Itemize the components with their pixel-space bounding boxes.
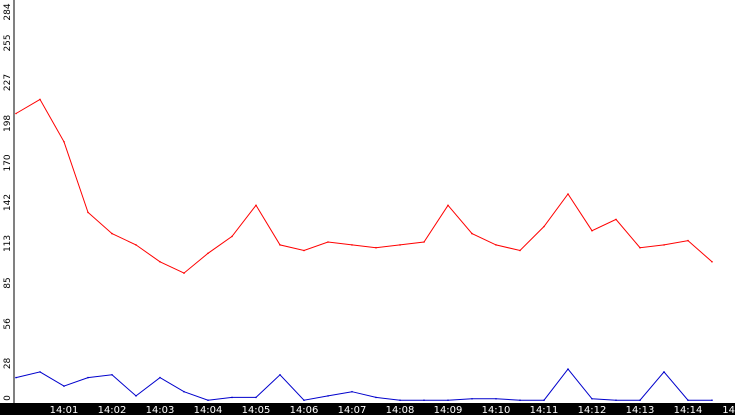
series-2-point xyxy=(183,390,185,393)
series-1-point xyxy=(591,229,593,232)
x-tick-label: 14:03 xyxy=(146,405,175,415)
series-1-point xyxy=(207,252,209,255)
x-tick-label: 14:14 xyxy=(674,405,703,415)
y-tick-label: 113 xyxy=(3,235,13,252)
x-tick-label: 14:02 xyxy=(98,405,127,415)
series-1-point xyxy=(111,232,113,235)
series-2-point xyxy=(543,399,545,402)
x-tick-label: 14:09 xyxy=(434,405,463,415)
series-1-point xyxy=(639,246,641,249)
series-2-point xyxy=(591,398,593,400)
series-2-point xyxy=(687,399,689,402)
series-1-point xyxy=(231,235,233,238)
y-tick-label: 85 xyxy=(3,277,13,288)
series-2-point xyxy=(351,390,353,393)
series-2-point xyxy=(87,376,89,379)
series-2-point xyxy=(135,395,137,397)
series-2-point xyxy=(207,399,209,402)
series-2-point xyxy=(615,399,617,402)
series-2-point xyxy=(303,399,305,402)
series-1-point xyxy=(327,241,329,243)
series-2-point xyxy=(567,368,569,370)
series-line-2 xyxy=(15,368,712,401)
x-tick-label: 14:04 xyxy=(194,405,223,415)
series-1-point xyxy=(495,244,497,246)
series-2-point xyxy=(279,374,281,376)
series-2-point xyxy=(447,399,449,402)
x-tick-label: 14:10 xyxy=(482,405,511,415)
x-tick-label: 14:12 xyxy=(578,405,607,415)
series-2-point xyxy=(711,399,713,402)
series-2-point xyxy=(15,376,17,379)
series-1-point xyxy=(15,112,17,115)
y-tick-label: 198 xyxy=(3,115,13,132)
x-tick-label: 14:11 xyxy=(530,405,559,415)
series-2-point xyxy=(63,385,65,387)
y-tick-label: 284 xyxy=(3,3,13,20)
series-2-point xyxy=(231,396,233,399)
x-tick-label: 14:08 xyxy=(386,405,415,415)
series-1-point xyxy=(399,244,401,246)
series-1-point xyxy=(87,211,89,214)
series-1-point xyxy=(255,204,257,207)
series-1-point xyxy=(447,204,449,207)
series-2-point xyxy=(327,395,329,397)
x-tick-label: 14:07 xyxy=(338,405,367,415)
series-2-point xyxy=(471,398,473,400)
series-1-point xyxy=(663,244,665,246)
x-tick-label: 14:01 xyxy=(50,405,79,415)
series-1-point xyxy=(615,218,617,221)
series-2-point xyxy=(399,399,401,402)
series-2-point xyxy=(663,371,665,373)
series-2-point xyxy=(111,374,113,376)
series-1-point xyxy=(303,249,305,252)
series-lines xyxy=(15,98,713,402)
x-tick-label: 14 xyxy=(722,405,735,415)
x-axis-band xyxy=(0,403,735,415)
series-1-point xyxy=(63,141,65,143)
series-2-point xyxy=(255,396,257,399)
series-1-point xyxy=(711,261,713,263)
series-2-point xyxy=(495,398,497,400)
series-1-point xyxy=(159,261,161,263)
x-tick-label: 14:13 xyxy=(626,405,655,415)
series-line-1 xyxy=(15,98,713,274)
series-2-point xyxy=(375,396,377,399)
y-tick-label: 142 xyxy=(3,194,13,211)
x-tick-label: 14:05 xyxy=(242,405,271,415)
x-tick-label: 14:06 xyxy=(290,405,319,415)
series-1-point xyxy=(375,246,377,249)
series-1-point xyxy=(279,244,281,246)
y-tick-label: 255 xyxy=(3,34,13,51)
series-1-point xyxy=(519,249,521,252)
y-tick-label: 28 xyxy=(3,357,13,369)
y-tick-label: 170 xyxy=(3,154,13,171)
series-1-point xyxy=(471,232,473,235)
y-tick-label: 227 xyxy=(3,74,13,91)
y-tick-label: 0 xyxy=(3,395,13,401)
y-tick-labels: 0 28 56 85 113 142 170 198 227 255 284 xyxy=(3,3,13,401)
series-1-point xyxy=(39,98,41,101)
series-1-point xyxy=(567,193,569,195)
series-1-point xyxy=(687,239,689,242)
x-tick-labels: 14:01 14:02 14:03 14:04 14:05 14:06 14:07 14:08… xyxy=(50,405,735,415)
series-1-point xyxy=(135,244,137,246)
series-2-point xyxy=(639,399,641,402)
series-2-point xyxy=(423,399,425,402)
series-1-point xyxy=(423,241,425,243)
y-tick-label: 56 xyxy=(3,318,13,330)
series-1-point xyxy=(351,244,353,246)
series-2-point xyxy=(519,399,521,402)
series-1-point xyxy=(543,225,545,228)
series-2-point xyxy=(159,376,161,379)
series-2-point xyxy=(39,371,41,373)
series-1-point xyxy=(183,272,185,274)
